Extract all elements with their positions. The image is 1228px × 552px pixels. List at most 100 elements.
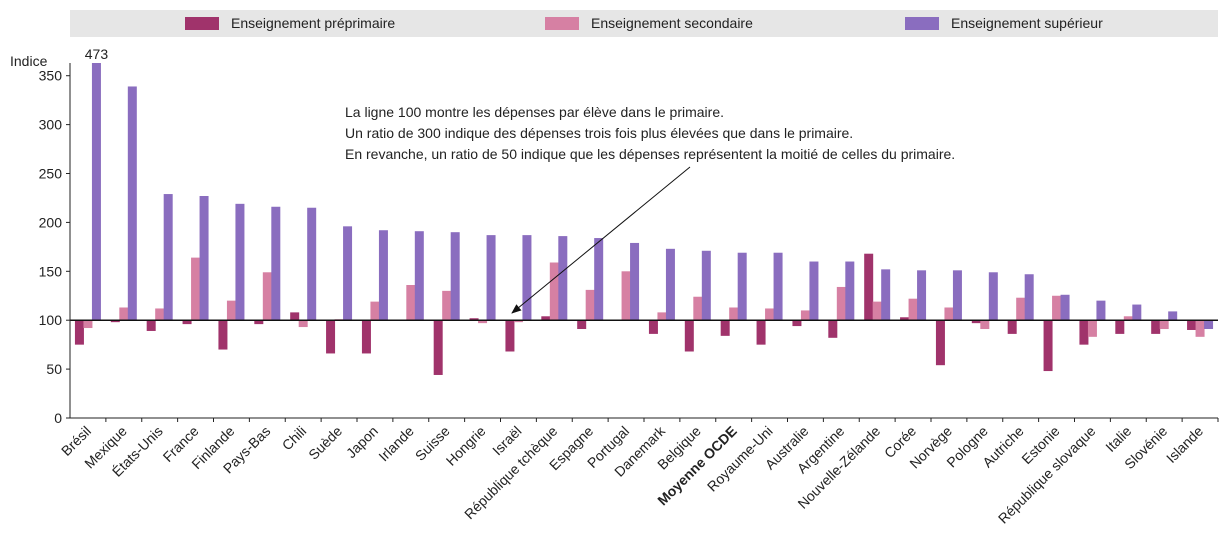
bar bbox=[119, 307, 129, 321]
bar bbox=[1096, 300, 1106, 321]
bar bbox=[478, 320, 488, 324]
legend-label: Enseignement supérieur bbox=[951, 15, 1103, 31]
legend-swatch bbox=[185, 17, 219, 30]
bar bbox=[513, 320, 523, 323]
bar bbox=[182, 320, 192, 325]
annotation-arrow bbox=[511, 166, 691, 314]
bar bbox=[406, 284, 416, 321]
bar bbox=[298, 320, 308, 328]
bar bbox=[665, 248, 675, 321]
bar bbox=[191, 257, 201, 321]
y-tick-label: 0 bbox=[54, 410, 62, 426]
bar bbox=[773, 252, 783, 321]
y-tick-label: 250 bbox=[39, 166, 63, 182]
bar bbox=[944, 307, 954, 321]
data-label: 473 bbox=[85, 46, 109, 62]
y-tick-label: 300 bbox=[39, 117, 63, 133]
legend-label: Enseignement secondaire bbox=[591, 15, 753, 31]
bar bbox=[163, 194, 173, 321]
bar bbox=[792, 320, 802, 327]
bar bbox=[864, 253, 874, 321]
x-tick-label: Italie bbox=[1102, 423, 1134, 455]
bar bbox=[1043, 320, 1053, 372]
bar bbox=[845, 261, 855, 321]
bar bbox=[343, 226, 353, 321]
bar bbox=[917, 270, 927, 321]
bar bbox=[433, 320, 443, 375]
bar bbox=[935, 320, 945, 366]
bar bbox=[1151, 320, 1161, 334]
bar bbox=[307, 207, 317, 321]
bar bbox=[765, 308, 775, 321]
bar bbox=[74, 320, 84, 345]
bar bbox=[828, 320, 838, 338]
bar bbox=[1187, 320, 1197, 330]
bar bbox=[469, 318, 479, 321]
bar bbox=[505, 320, 515, 352]
bar bbox=[701, 250, 711, 321]
bar bbox=[729, 307, 739, 321]
bar bbox=[378, 230, 388, 321]
bar bbox=[585, 289, 595, 321]
bar bbox=[737, 252, 747, 321]
bar bbox=[1159, 320, 1169, 330]
bar bbox=[900, 317, 910, 321]
bar bbox=[450, 232, 460, 321]
bar bbox=[1115, 320, 1125, 334]
annotation: En revanche, un ratio de 50 indique que … bbox=[345, 146, 955, 162]
bar bbox=[809, 261, 819, 321]
bar bbox=[980, 320, 990, 330]
bar bbox=[146, 320, 156, 331]
y-tick-label: 50 bbox=[46, 361, 62, 377]
bar bbox=[577, 320, 587, 330]
annotation: La ligne 100 montre les dépenses par élè… bbox=[345, 104, 724, 120]
bar bbox=[235, 203, 245, 321]
bar bbox=[872, 301, 882, 321]
y-tick-label: 150 bbox=[39, 263, 63, 279]
bar bbox=[630, 242, 640, 321]
bar bbox=[1060, 294, 1070, 321]
bar bbox=[684, 320, 694, 352]
bar bbox=[621, 271, 631, 321]
bar bbox=[971, 320, 981, 324]
bar bbox=[83, 320, 93, 329]
legend-swatch bbox=[905, 17, 939, 30]
y-tick-label: 350 bbox=[39, 68, 63, 84]
bar bbox=[127, 86, 137, 321]
bar bbox=[522, 235, 532, 321]
bar bbox=[110, 320, 120, 323]
x-tick-label: Islande bbox=[1163, 423, 1206, 466]
bar bbox=[262, 272, 272, 321]
bar bbox=[1007, 320, 1017, 334]
x-tick-label: Hongrie bbox=[443, 423, 489, 469]
bar bbox=[988, 272, 998, 321]
bar bbox=[693, 296, 703, 321]
bar bbox=[1052, 295, 1062, 321]
bar bbox=[952, 270, 962, 321]
bar bbox=[1204, 320, 1214, 330]
bar bbox=[442, 290, 452, 321]
y-axis-label: Indice bbox=[10, 53, 48, 69]
bar bbox=[541, 316, 551, 321]
legend-label: Enseignement préprimaire bbox=[231, 15, 395, 31]
y-tick-label: 200 bbox=[39, 214, 63, 230]
bar bbox=[657, 312, 667, 321]
legend-swatch bbox=[545, 17, 579, 30]
bar bbox=[91, 63, 101, 321]
bar bbox=[290, 312, 300, 321]
legend-band bbox=[70, 10, 1218, 37]
bar bbox=[558, 236, 568, 321]
bar bbox=[1024, 274, 1034, 321]
bar bbox=[486, 235, 496, 321]
bar bbox=[155, 308, 165, 321]
x-tick-label: Irlande bbox=[375, 423, 417, 465]
bar bbox=[199, 196, 209, 321]
annotation: Un ratio de 300 indique des dépenses tro… bbox=[345, 125, 853, 141]
bar bbox=[800, 310, 810, 321]
bar bbox=[648, 320, 658, 334]
x-tick-label: Chili bbox=[279, 423, 310, 454]
bar bbox=[1132, 304, 1142, 321]
bar bbox=[1079, 320, 1089, 345]
x-tick-label: Suède bbox=[305, 423, 345, 463]
